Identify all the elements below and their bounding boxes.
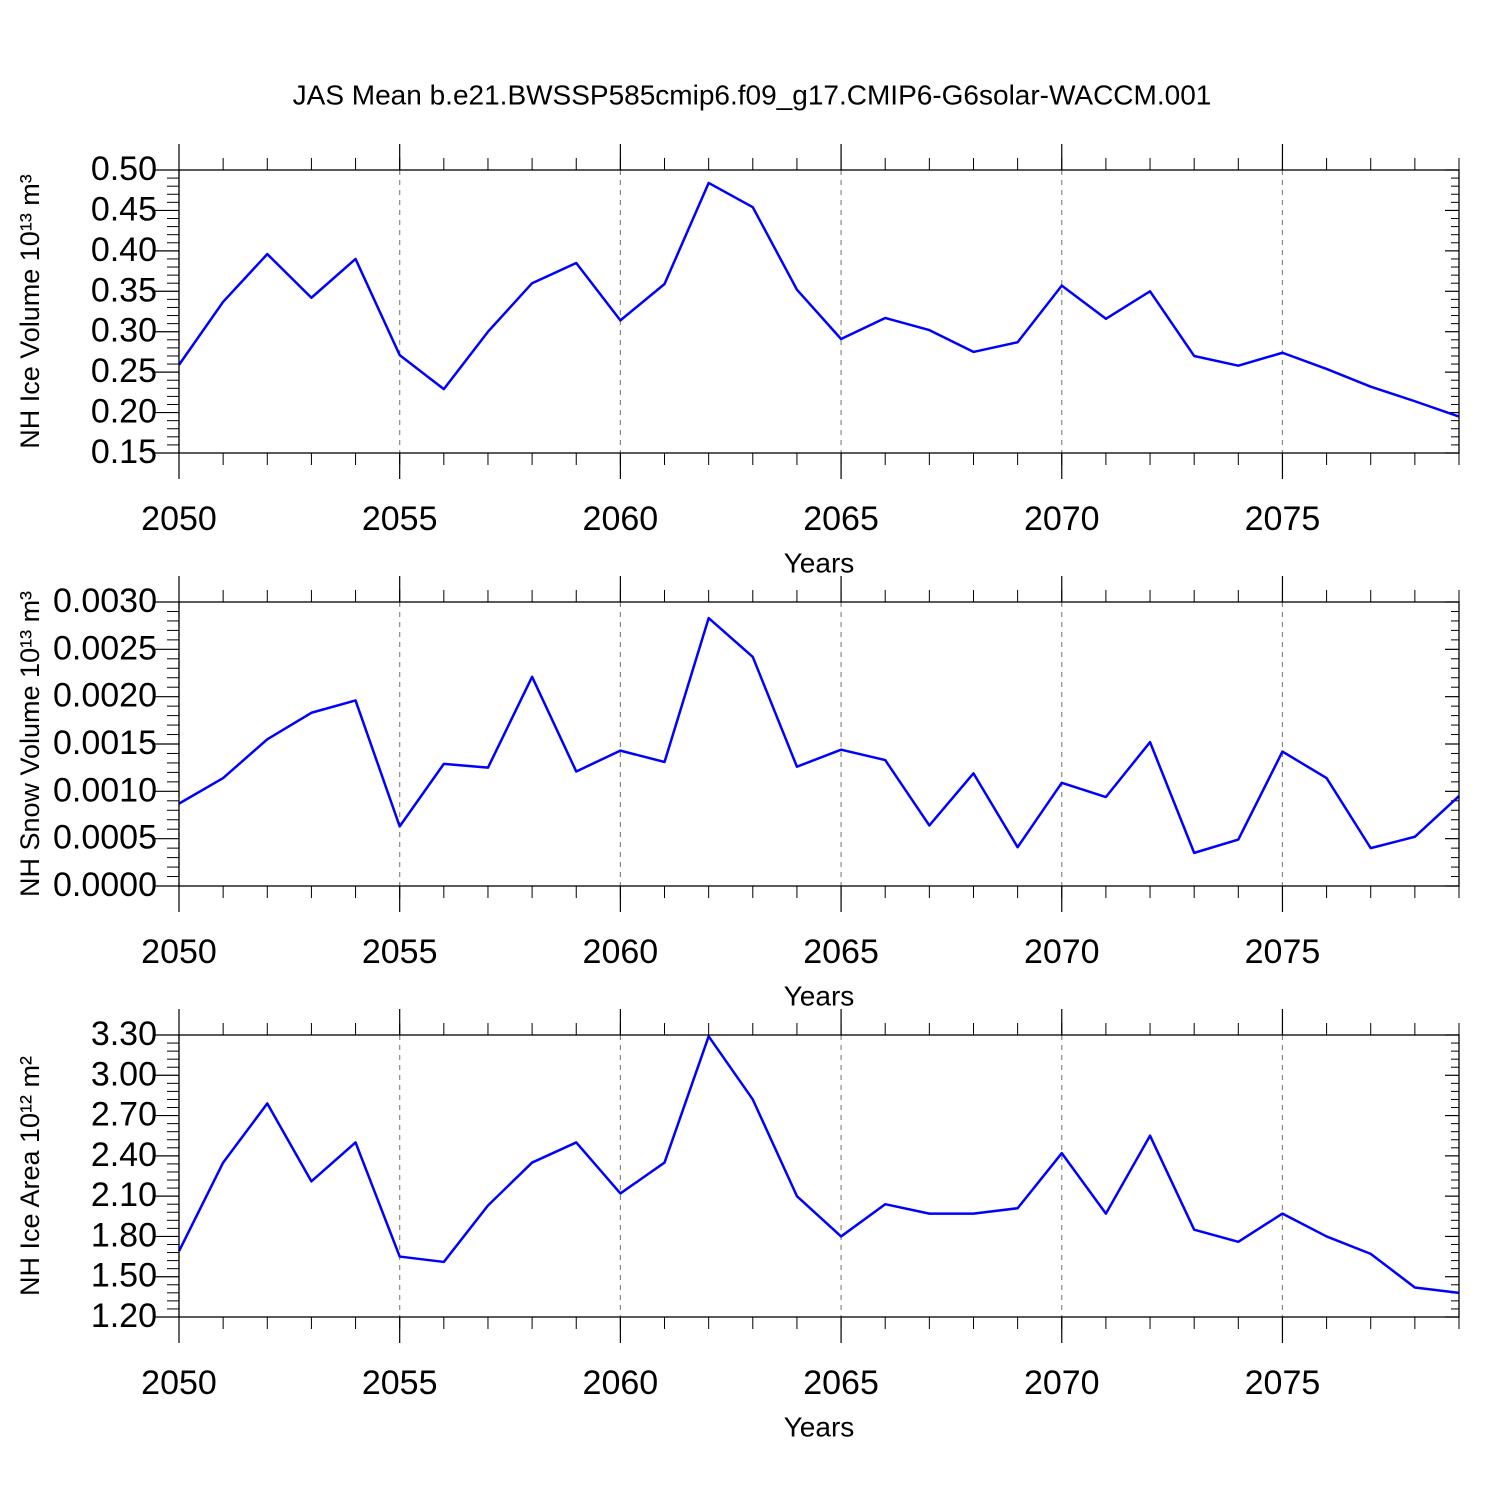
y-tick-label: 0.0030 — [53, 582, 157, 620]
plot-frame — [178, 169, 1460, 454]
y-label-group: NH Ice Area 10¹² m² — [15, 1056, 45, 1296]
y-label-group: NH Ice Volume 10¹³ m³ — [15, 174, 45, 449]
x-tick-label: 2055 — [362, 933, 438, 971]
x-axis-label: Years — [784, 1411, 855, 1442]
x-axis-label: Years — [784, 547, 855, 578]
x-axis-label: Years — [784, 980, 855, 1011]
y-tick-label: 2.40 — [91, 1136, 157, 1174]
plot-frame — [178, 601, 1460, 887]
data-line — [177, 1035, 1460, 1295]
y-tick-label: 0.0005 — [53, 819, 157, 857]
x-tick-label: 2070 — [1024, 1364, 1100, 1402]
y-tick-label: 1.50 — [91, 1257, 157, 1295]
y-tick-label: 0.20 — [91, 393, 157, 431]
y-tick-label: 0.45 — [91, 190, 157, 228]
plot-frame — [178, 1034, 1460, 1318]
y-tick-label: 0.0020 — [53, 677, 157, 715]
y-axis-label: NH Ice Volume 10¹³ m³ — [15, 174, 45, 449]
x-tick-label: 2065 — [803, 500, 879, 538]
x-tick-label: 2075 — [1245, 500, 1321, 538]
x-tick-label: 2065 — [803, 933, 879, 971]
y-tick-label: 0.25 — [91, 352, 157, 390]
y-tick-label: 2.10 — [91, 1176, 157, 1214]
x-tick-label: 2060 — [583, 1364, 659, 1402]
y-tick-label: 2.70 — [91, 1096, 157, 1134]
x-tick-label: 2050 — [141, 933, 217, 971]
y-tick-label: 0.0010 — [53, 771, 157, 809]
x-tick-label: 2050 — [141, 1364, 217, 1402]
y-tick-label: 1.20 — [91, 1297, 157, 1335]
x-tick-label: 2050 — [141, 500, 217, 538]
x-tick-label: 2075 — [1245, 933, 1321, 971]
x-tick-label: 2055 — [362, 500, 438, 538]
y-tick-label: 0.50 — [91, 150, 157, 188]
x-tick-label: 2065 — [803, 1364, 879, 1402]
chart-title: JAS Mean b.e21.BWSSP585cmip6.f09_g17.CMI… — [293, 79, 1212, 110]
x-tick-label: 2070 — [1024, 933, 1100, 971]
y-tick-label: 0.0015 — [53, 724, 157, 762]
y-axis-label: NH Ice Area 10¹² m² — [15, 1056, 45, 1296]
y-tick-label: 3.00 — [91, 1055, 157, 1093]
y-tick-label: 0.0025 — [53, 629, 157, 667]
data-line — [177, 181, 1460, 418]
y-axis-label: NH Snow Volume 10¹³ m³ — [15, 591, 45, 897]
y-tick-label: 0.15 — [91, 433, 157, 471]
x-tick-label: 2075 — [1245, 1364, 1321, 1402]
y-tick-label: 0.35 — [91, 271, 157, 309]
x-tick-label: 2060 — [583, 933, 659, 971]
y-tick-label: 0.30 — [91, 312, 157, 350]
y-tick-label: 0.40 — [91, 231, 157, 269]
y-tick-label: 3.30 — [91, 1015, 157, 1053]
x-tick-label: 2055 — [362, 1364, 438, 1402]
x-tick-label: 2070 — [1024, 500, 1100, 538]
x-tick-label: 2060 — [583, 500, 659, 538]
data-line — [178, 616, 1460, 855]
y-tick-label: 0.0000 — [53, 866, 157, 904]
y-label-group: NH Snow Volume 10¹³ m³ — [15, 591, 45, 897]
y-tick-label: 1.80 — [91, 1216, 157, 1254]
